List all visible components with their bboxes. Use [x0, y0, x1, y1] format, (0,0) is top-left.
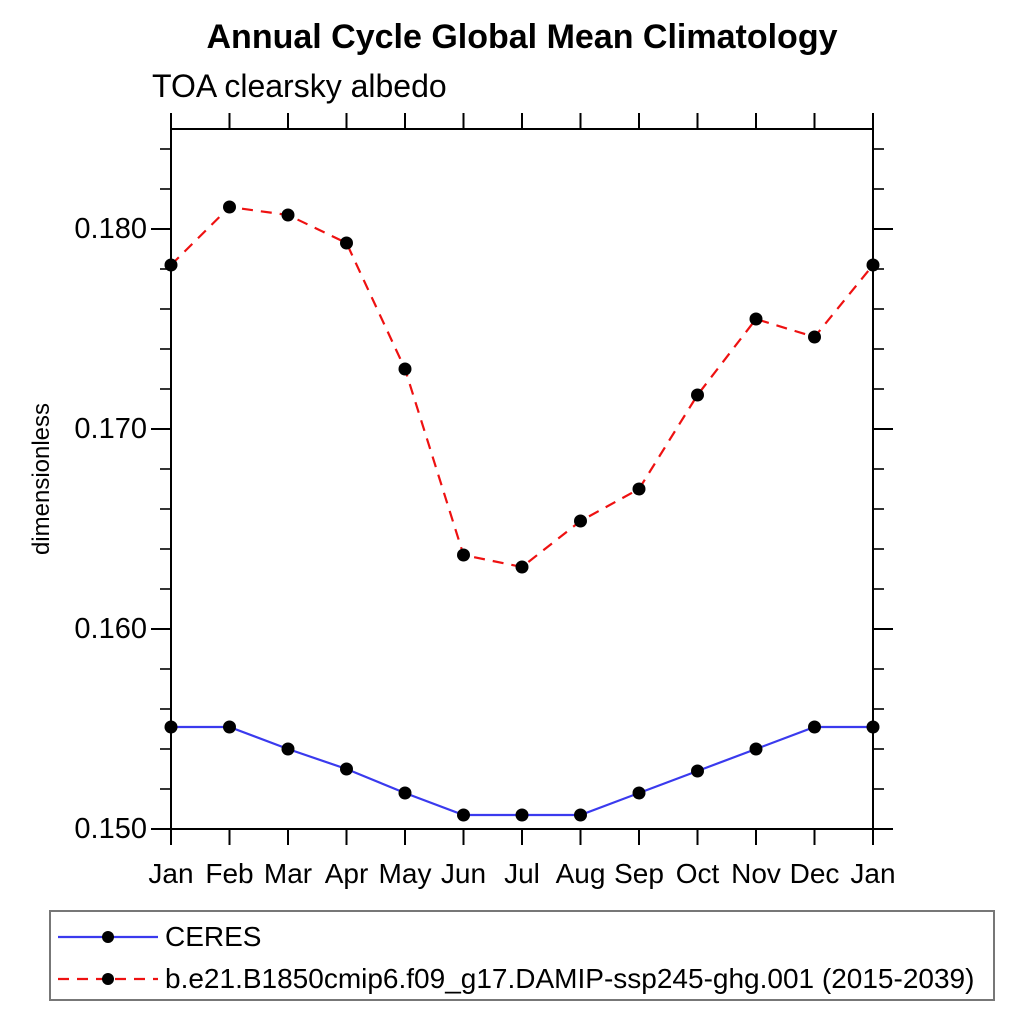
x-tick-label: Apr: [324, 858, 369, 889]
data-point-marker: [457, 808, 470, 822]
x-tick-label: Oct: [675, 858, 720, 889]
x-tick-label: Aug: [555, 858, 606, 889]
data-point-marker: [457, 548, 470, 562]
y-tick-label: 0.150: [74, 813, 147, 845]
data-point-marker: [223, 200, 236, 214]
data-point-marker: [574, 514, 587, 528]
data-point-marker: [808, 720, 821, 734]
data-point-marker: [749, 312, 763, 326]
data-point-marker: [632, 482, 646, 496]
data-point-marker: [749, 742, 763, 756]
chart-subtitle: TOA clearsky albedo: [152, 68, 447, 104]
legend-entry-1: b.e21.B1850cmip6.f09_g17.DAMIP-ssp245-gh…: [56, 962, 974, 996]
legend-marker-icon: [102, 973, 114, 985]
data-point-marker: [691, 764, 704, 778]
data-point-marker: [574, 808, 587, 822]
x-tick-label: Jun: [440, 858, 487, 889]
x-tick-label: Sep: [614, 858, 664, 889]
series-line-0: [171, 725, 873, 817]
data-point-marker: [632, 786, 646, 800]
x-tick-label: Mar: [263, 858, 313, 889]
data-point-marker: [281, 208, 295, 222]
data-point-marker: [164, 720, 178, 734]
data-point-marker: [281, 742, 295, 756]
data-point-marker: [866, 720, 880, 734]
legend-swatch-solid-line: [58, 931, 158, 943]
legend-label: b.e21.B1850cmip6.f09_g17.DAMIP-ssp245-gh…: [165, 963, 975, 994]
x-tick-label: Jul: [504, 858, 540, 889]
legend-swatch-dashed-line: [58, 973, 158, 985]
data-point-marker: [808, 330, 821, 344]
x-tick-label: Nov: [731, 858, 781, 889]
data-point-marker: [164, 258, 178, 272]
legend-marker-icon: [102, 931, 114, 943]
legend: CERES b.e21.B1850cmip6.f09_g17.DAMIP-ssp2…: [49, 910, 995, 1001]
x-tick-label: Jan: [148, 858, 194, 889]
data-point-marker: [691, 388, 704, 402]
legend-entry-0: CERES: [56, 920, 261, 954]
x-tick-label: May: [378, 858, 432, 889]
data-point-marker: [340, 236, 353, 250]
data-point-marker: [515, 560, 529, 574]
series-line-1: [170, 205, 874, 569]
data-point-marker: [223, 720, 236, 734]
data-point-marker: [398, 362, 412, 376]
x-tick-label: Feb: [205, 858, 254, 889]
data-point-marker: [398, 786, 412, 800]
x-tick-label: Jan: [850, 858, 896, 889]
x-tick-label: Dec: [789, 858, 840, 889]
y-tick-label: 0.170: [74, 413, 147, 445]
y-tick-label: 0.180: [74, 213, 147, 245]
y-tick-label: 0.160: [74, 613, 147, 645]
chart-title: Annual Cycle Global Mean Climatology: [206, 18, 838, 56]
data-point-marker: [866, 258, 880, 272]
data-point-marker: [340, 762, 353, 776]
data-point-marker: [515, 808, 529, 822]
legend-label: CERES: [165, 921, 262, 952]
